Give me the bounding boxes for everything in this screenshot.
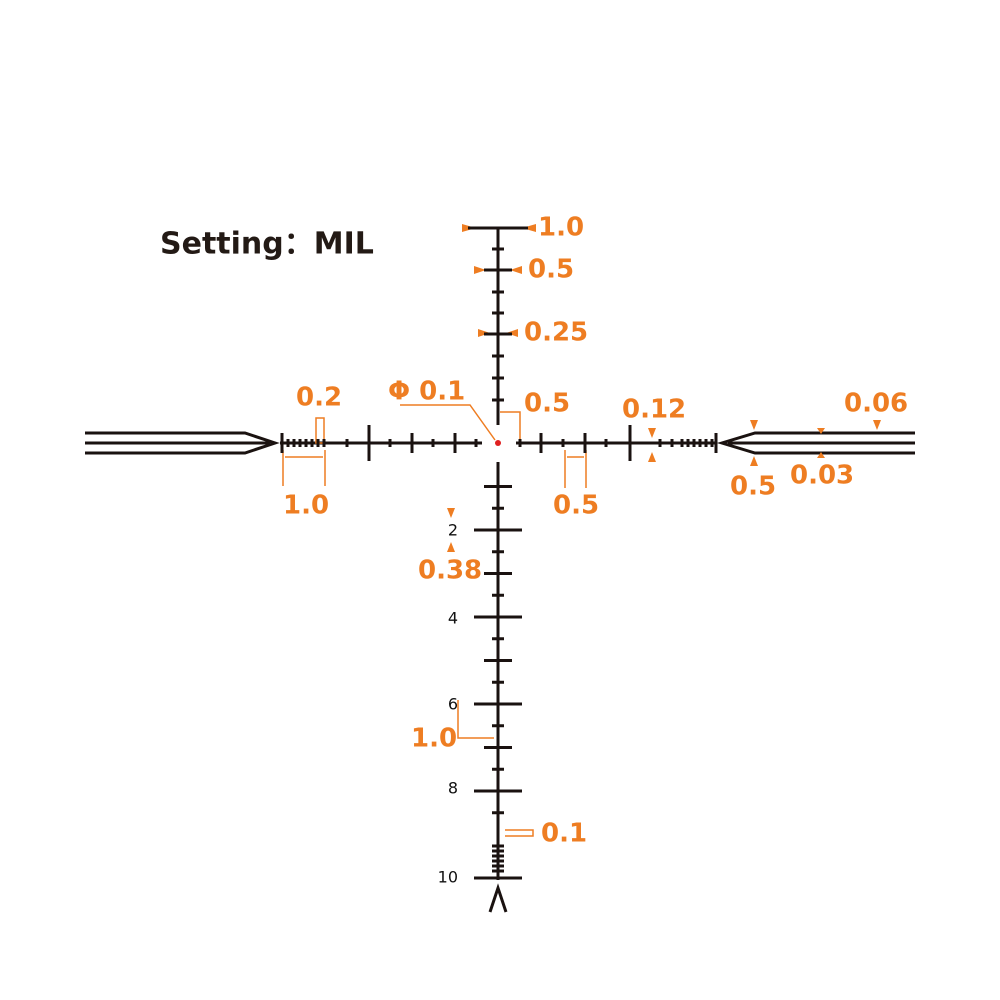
annotation: Φ 0.1 [388, 377, 465, 407]
annotation: 0.38 [418, 556, 482, 586]
annotation: 0.5 [553, 491, 599, 521]
range-number: 2 [448, 521, 458, 540]
annotation: 0.5 [524, 389, 570, 419]
annotation: 1.0 [411, 724, 457, 754]
annotation: 0.5 [528, 255, 574, 285]
range-number: 10 [438, 868, 458, 887]
range-number: 6 [448, 695, 458, 714]
labels: 1.00.50.250.2 Φ 0.1 0.5 0.12 0.061.0 0.50.5 0.… [283, 213, 908, 887]
annotation: 0.06 [844, 389, 908, 419]
range-number: 4 [448, 609, 458, 628]
annotation: 0.2 [296, 383, 342, 413]
annotation: 1.0 [283, 491, 329, 521]
annotation: 0.1 [541, 819, 587, 849]
annotation: 0.5 [730, 472, 776, 502]
title: Setting：MIL [160, 227, 374, 262]
annotation: 1.0 [538, 213, 584, 243]
reticle-ticks [280, 226, 718, 880]
reticle [85, 228, 915, 913]
annotation: 0.12 [622, 395, 686, 425]
callout-marks [282, 224, 881, 837]
annotation: 0.25 [524, 318, 588, 348]
range-number: 8 [448, 779, 458, 798]
annotation: 0.03 [790, 461, 854, 491]
